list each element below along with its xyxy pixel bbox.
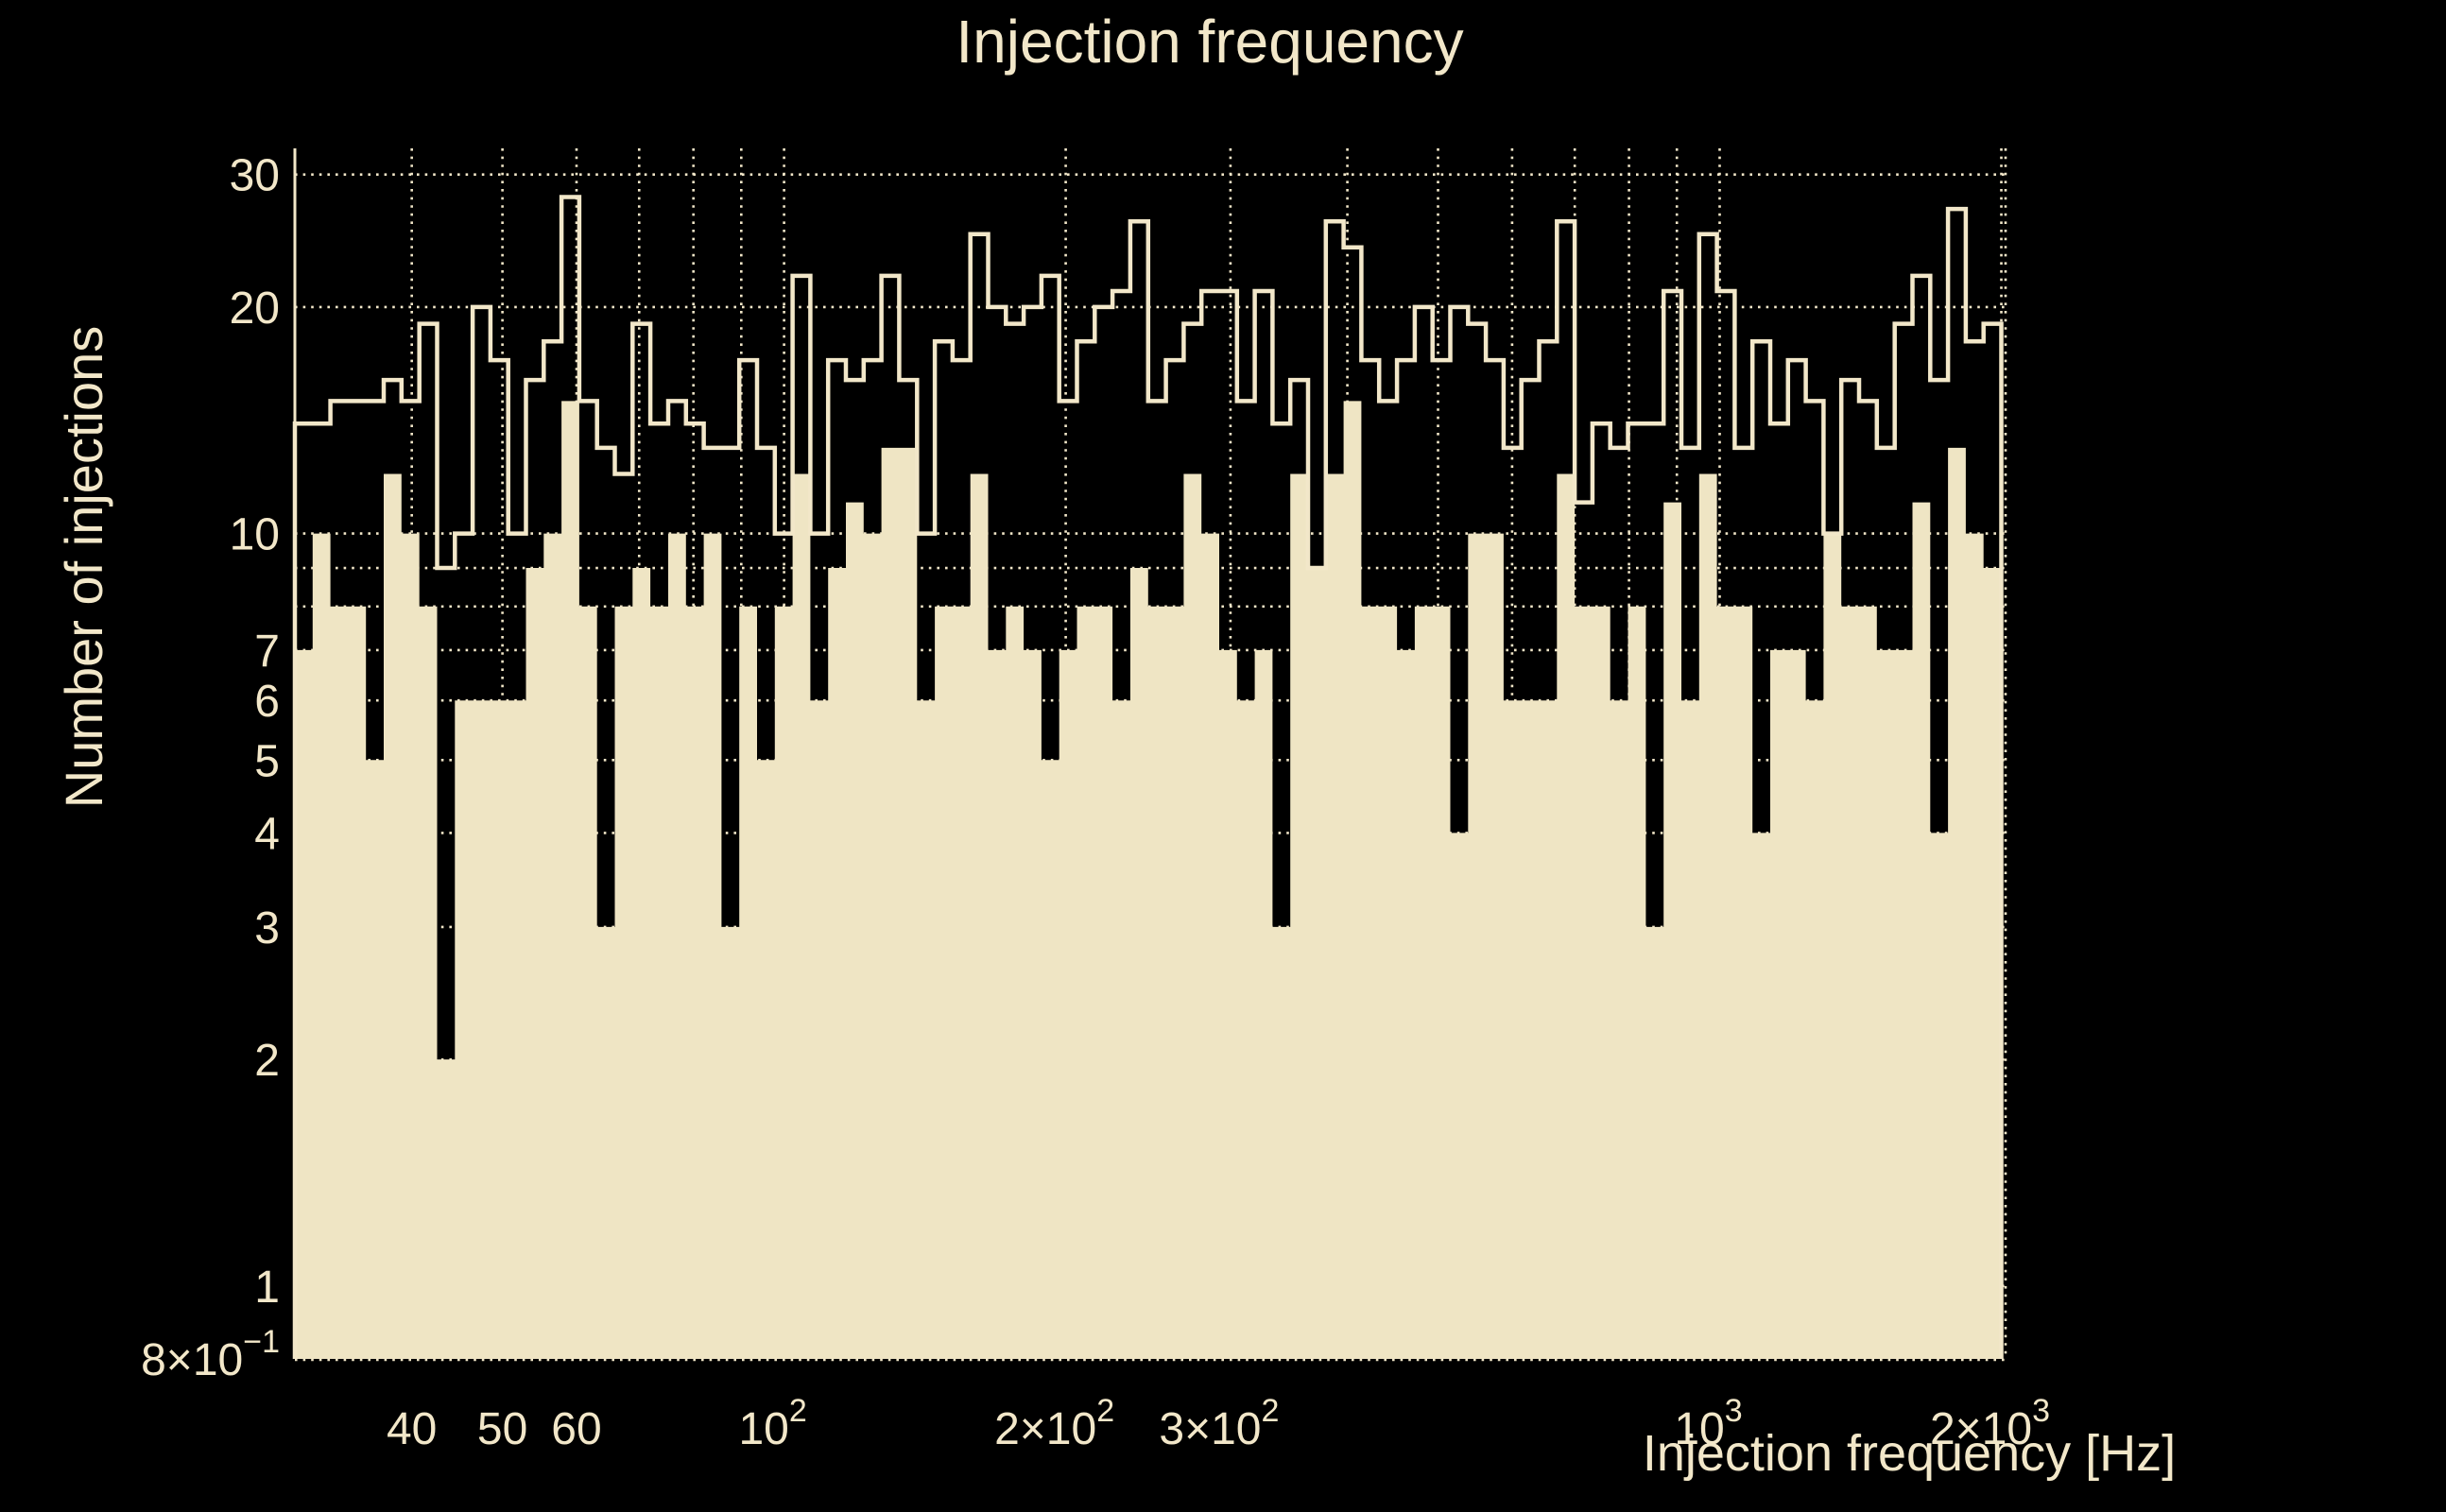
- y-tick-label-2: 2: [254, 1036, 280, 1086]
- x-tick-label-3×102: 3×102: [1159, 1393, 1279, 1454]
- y-tick-label-6: 6: [254, 677, 280, 727]
- y-tick-label-10: 10: [230, 510, 280, 560]
- x-tick-label-2×103: 2×103: [1930, 1393, 2050, 1454]
- x-axis-label: Injection frequency [Hz]: [1643, 1425, 2176, 1482]
- data-layer: [292, 195, 2004, 1359]
- x-tick-label-50: 50: [477, 1404, 527, 1454]
- y-tick-label-8×10−1: 8×10−1: [141, 1324, 280, 1385]
- x-tick-label-40: 40: [387, 1404, 437, 1454]
- x-tick-label-102: 102: [738, 1393, 806, 1454]
- chart-title: Injection frequency: [956, 8, 1463, 76]
- x-tick-label-103: 103: [1674, 1393, 1742, 1454]
- axis-layer: 30 20 10 76 5 4 3 2 1 8×10−1 40 50 60 102 2×102 3×102 10…: [141, 148, 2050, 1454]
- y-tick-label-1: 1: [254, 1263, 280, 1313]
- filled-histogram: [295, 401, 2002, 1359]
- outline-histogram: [292, 195, 2004, 1359]
- y-tick-label-3: 3: [254, 903, 280, 954]
- y-tick-label-20: 20: [230, 284, 280, 334]
- y-tick-label-7: 7: [254, 627, 280, 677]
- x-tick-label-2×102: 2×102: [994, 1393, 1114, 1454]
- y-tick-label-4: 4: [254, 809, 280, 859]
- y-tick-label-30: 30: [230, 151, 280, 201]
- y-tick-label-5: 5: [254, 736, 280, 786]
- x-tick-label-60: 60: [551, 1404, 601, 1454]
- y-axis-label: Number of injections: [54, 326, 113, 808]
